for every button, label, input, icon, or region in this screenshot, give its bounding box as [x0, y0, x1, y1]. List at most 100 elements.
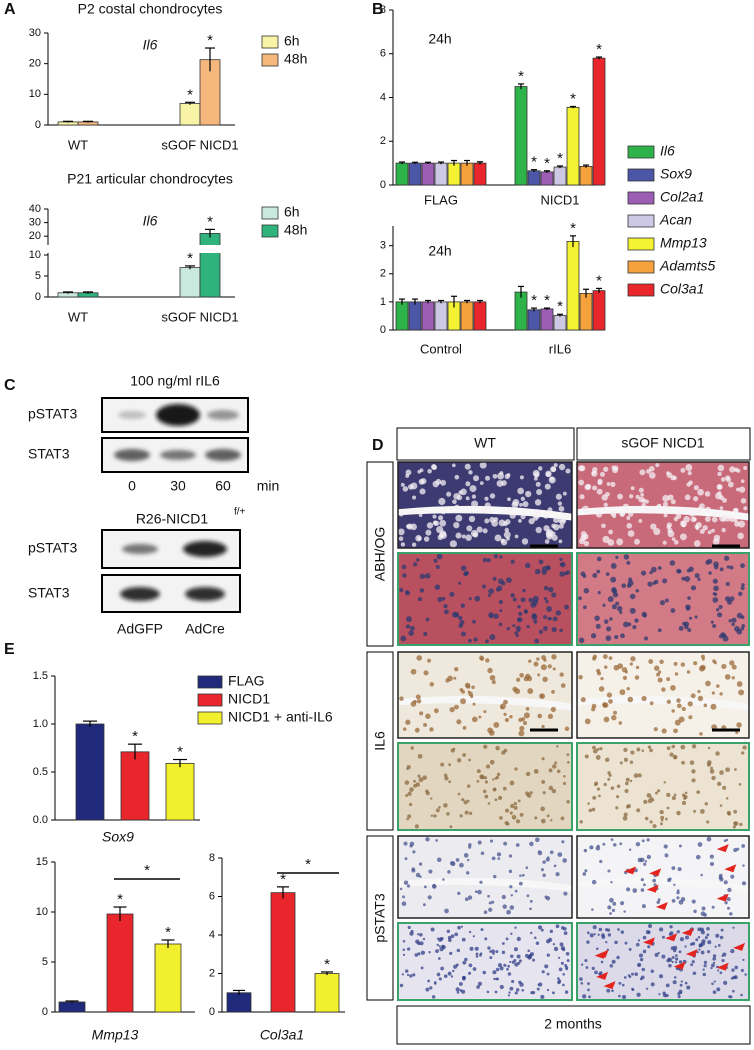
cell	[619, 511, 625, 517]
cell	[721, 527, 726, 533]
legend-label: Sox9	[660, 166, 692, 182]
cell	[538, 982, 543, 987]
cell	[666, 472, 673, 478]
cell	[482, 970, 487, 975]
row-header-box	[366, 461, 394, 647]
cell	[433, 814, 437, 818]
cell	[716, 987, 721, 992]
cell	[616, 955, 620, 960]
cell	[686, 985, 691, 990]
cell	[429, 682, 435, 687]
cell	[525, 707, 530, 711]
cell	[546, 471, 551, 477]
cell	[529, 899, 533, 903]
cell	[405, 590, 411, 596]
cell	[634, 618, 639, 623]
cell	[468, 843, 472, 847]
cell	[561, 517, 567, 523]
cell	[440, 509, 446, 515]
cell	[592, 573, 598, 578]
cell	[593, 933, 596, 936]
cell	[547, 664, 552, 669]
cell	[699, 528, 705, 535]
legend-label: 6h	[284, 204, 300, 220]
cell	[646, 793, 652, 798]
cell	[418, 513, 423, 517]
cell	[691, 778, 696, 783]
bar	[154, 943, 182, 1013]
cell	[506, 626, 510, 631]
cell	[509, 780, 515, 786]
cell	[518, 959, 522, 963]
cell	[690, 963, 694, 967]
cell	[504, 519, 511, 525]
cell	[591, 966, 595, 970]
cell	[598, 927, 603, 932]
cell	[674, 719, 681, 726]
cell	[724, 901, 728, 905]
cell	[491, 680, 496, 685]
cell	[730, 948, 735, 954]
y-tick-label: 2	[380, 135, 386, 147]
cell	[519, 725, 525, 732]
y-tick-label: 3	[380, 240, 386, 252]
cell	[687, 596, 691, 600]
cell	[410, 523, 417, 531]
cell	[699, 732, 703, 736]
cell	[517, 604, 521, 609]
arrowhead	[681, 928, 694, 937]
cell	[401, 973, 404, 976]
cell	[553, 517, 560, 524]
bar	[553, 314, 567, 331]
cell	[709, 769, 715, 774]
cell	[583, 588, 590, 594]
cell	[729, 565, 734, 570]
cell	[513, 947, 518, 952]
cell	[553, 864, 557, 868]
cell	[449, 951, 453, 956]
cell	[538, 466, 543, 471]
cell	[579, 494, 585, 500]
bracket-label: *	[305, 856, 311, 873]
cell	[406, 817, 409, 821]
cell	[715, 751, 720, 756]
blot-band	[205, 449, 241, 461]
panel-letter: D	[372, 437, 384, 454]
cell	[614, 635, 619, 640]
cell	[532, 958, 536, 962]
cell	[479, 481, 484, 486]
cell	[400, 635, 407, 642]
cell	[472, 619, 476, 624]
cell	[399, 983, 404, 988]
cell	[455, 858, 460, 862]
cell	[474, 595, 481, 602]
cell	[502, 904, 507, 909]
arrowhead	[655, 902, 668, 911]
cell	[683, 621, 690, 627]
cell	[635, 665, 640, 670]
cell	[512, 624, 516, 628]
cell	[643, 799, 648, 805]
cell	[418, 777, 424, 783]
cell	[501, 480, 507, 486]
cell	[495, 745, 500, 751]
cell	[544, 964, 549, 969]
cell	[511, 979, 515, 984]
annotation: 24h	[428, 31, 451, 47]
blot-band	[185, 587, 225, 601]
cell	[400, 482, 405, 487]
cell	[402, 486, 409, 492]
cell	[612, 901, 617, 906]
image-frame	[397, 922, 573, 1001]
legend-swatch	[627, 283, 655, 297]
cell	[690, 585, 697, 591]
cell	[430, 927, 435, 932]
cell	[650, 969, 654, 973]
cell	[613, 664, 620, 671]
cell	[608, 699, 613, 704]
cell	[727, 599, 733, 605]
cell	[697, 689, 701, 694]
cell	[608, 529, 614, 535]
cell	[398, 536, 404, 541]
cell	[489, 839, 494, 843]
